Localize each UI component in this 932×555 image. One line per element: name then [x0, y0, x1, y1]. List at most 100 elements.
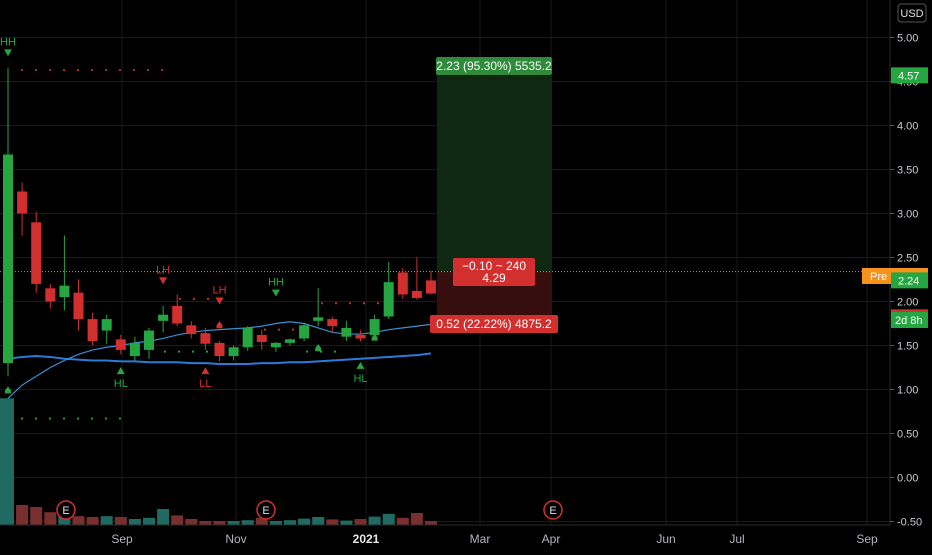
candle-body[interactable]	[228, 347, 239, 357]
volume-bar	[157, 509, 170, 525]
candle-body[interactable]	[426, 280, 436, 294]
pnl-box	[453, 258, 535, 286]
volume-bar	[368, 516, 381, 525]
candle-body[interactable]	[45, 288, 56, 302]
price-tick-label: 3.50	[897, 165, 918, 177]
pivot-label: HL	[353, 373, 367, 385]
volume-bar	[326, 519, 339, 525]
price-badge: 4.57	[898, 70, 919, 82]
candle-body[interactable]	[3, 154, 13, 364]
pivot-dots	[178, 297, 182, 300]
candle-body[interactable]	[242, 327, 253, 348]
volume-bar	[44, 512, 57, 525]
resistance-dots	[20, 68, 24, 72]
candle-body[interactable]	[369, 319, 380, 335]
volume-bar	[86, 517, 99, 525]
pivot-arrow-down-icon	[215, 297, 224, 305]
volume-bar	[199, 521, 212, 525]
candle-body[interactable]	[327, 319, 338, 327]
time-tick-label: Sep	[111, 532, 133, 546]
time-tick-label: Apr	[542, 532, 561, 546]
candle-body[interactable]	[186, 325, 197, 335]
candle-body[interactable]	[397, 272, 408, 295]
candle-body[interactable]	[17, 191, 28, 214]
resistance-dots	[132, 68, 136, 72]
candle-body[interactable]	[158, 314, 169, 321]
volume-bar	[312, 517, 325, 525]
pivot-dots	[320, 302, 324, 305]
candle-body[interactable]	[101, 319, 112, 331]
loss-label: 0.52 (22.22%) 4875.2	[436, 317, 552, 331]
price-tick-label: 5.00	[897, 33, 918, 45]
candle-body[interactable]	[299, 325, 310, 339]
signal-marker-icon	[5, 386, 11, 394]
volume-bar	[354, 519, 367, 525]
earnings-marker[interactable]	[543, 500, 563, 520]
candle-body[interactable]	[87, 319, 98, 342]
candle-body[interactable]	[115, 339, 126, 350]
support-dots	[34, 417, 38, 420]
volume-bar	[185, 519, 198, 525]
candle-body[interactable]	[73, 292, 84, 320]
candle-body[interactable]	[200, 333, 211, 344]
time-tick-label: Jun	[656, 532, 675, 546]
candle-body[interactable]	[256, 334, 267, 342]
support-dots	[76, 417, 80, 420]
profit-label: 2.23 (95.30%) 5535.2	[436, 59, 552, 73]
earnings-marker[interactable]	[256, 500, 276, 520]
pivot-label: HH	[0, 36, 16, 48]
earnings-marker-label: E	[549, 505, 556, 517]
candle-body[interactable]	[31, 222, 42, 284]
price-tick-label: 2.00	[897, 297, 918, 309]
price-badge-bg	[891, 67, 928, 84]
pivot-label: LH	[156, 264, 170, 276]
candle-body[interactable]	[59, 285, 70, 298]
countdown-label: 2d 8h	[895, 315, 923, 327]
volume-bar	[100, 516, 113, 525]
pivot-dots	[277, 328, 281, 331]
candle-body[interactable]	[411, 290, 422, 298]
price-badge: 2.24	[898, 275, 919, 287]
candle-body[interactable]	[270, 342, 281, 348]
pivot-dots	[177, 350, 181, 353]
support-dots	[48, 417, 52, 420]
earnings-marker[interactable]	[56, 500, 76, 520]
resistance-dots	[90, 68, 94, 72]
candle-body[interactable]	[129, 342, 140, 357]
pivot-dots	[333, 350, 337, 353]
pivot-arrow-up-icon	[201, 367, 210, 375]
volume-bar	[143, 517, 155, 525]
resistance-dots	[48, 68, 52, 72]
pivot-dots	[362, 302, 366, 305]
candle-body[interactable]	[285, 339, 295, 343]
candle-body[interactable]	[383, 282, 394, 317]
candle-body[interactable]	[214, 342, 225, 357]
profit-zone[interactable]	[437, 75, 552, 272]
volume-bar	[72, 516, 85, 525]
resistance-dots	[104, 68, 108, 72]
volume-bar	[340, 520, 353, 525]
candle-body[interactable]	[172, 305, 183, 324]
candle-body[interactable]	[341, 327, 352, 337]
volume-bar	[227, 521, 240, 525]
pivot-arrow-down-icon	[159, 277, 168, 285]
time-tick-label: Mar	[470, 532, 491, 546]
pnl-line1: −0.10 ~ 240	[462, 259, 526, 273]
candle-body[interactable]	[355, 334, 366, 339]
volume-bar	[396, 517, 409, 525]
signal-marker-icon	[371, 333, 378, 341]
pivot-dots	[348, 302, 352, 305]
candle-body[interactable]	[313, 317, 324, 321]
price-badge-bg	[891, 272, 928, 289]
price-tick-label: 1.50	[897, 341, 918, 353]
loss-label-bg	[430, 315, 558, 333]
pivot-dots	[205, 350, 209, 353]
resistance-dots	[160, 68, 164, 72]
price-tick-label: 4.00	[897, 121, 918, 133]
volume-bar	[171, 515, 184, 525]
ma-slow-line	[7, 352, 432, 365]
currency-button[interactable]	[897, 3, 927, 23]
candle-body[interactable]	[144, 330, 154, 350]
